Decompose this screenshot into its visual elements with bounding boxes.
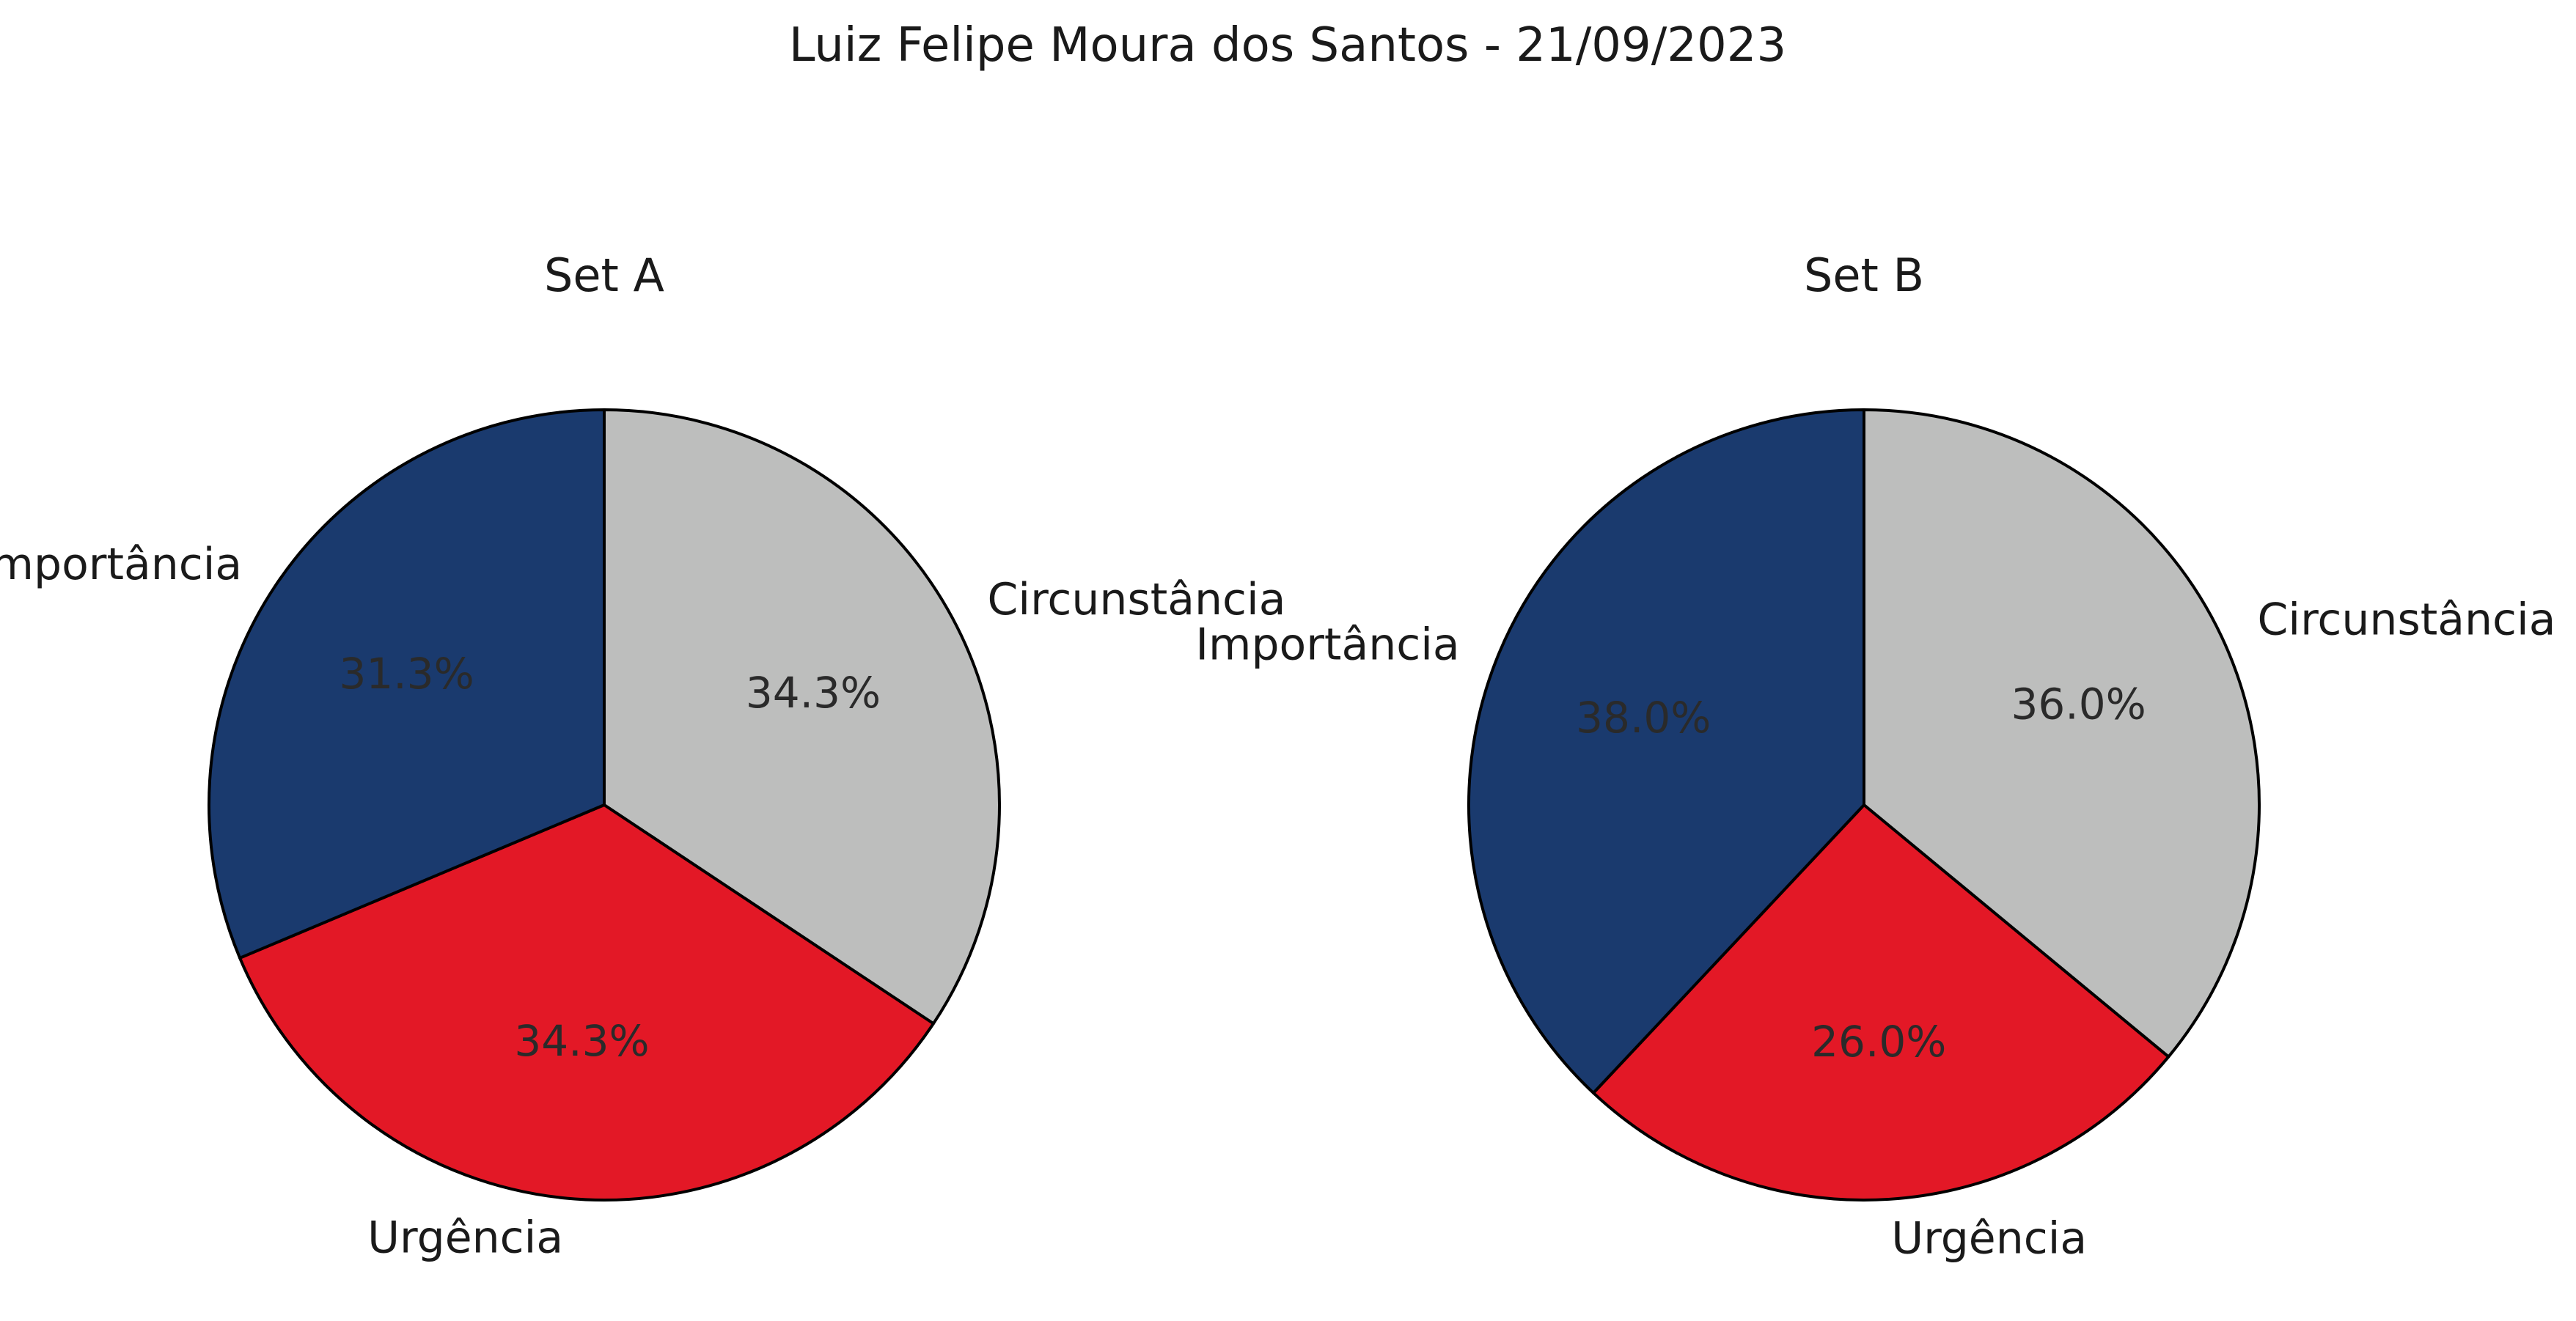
pie-set-b-slice-circunstancia <box>1863 408 2261 1059</box>
pie-set-a: Set A Circunstância 34.3% Urgência 34.3% Imp… <box>0 249 1285 1263</box>
pie-set-b-percent-label-urgencia: 26.0% <box>1811 1017 1946 1067</box>
pie-set-b: Set B Circunstância 36.0% Urgência 26.0% Imp… <box>1195 249 2555 1265</box>
pie-set-b-slice-urgencia <box>1592 803 2170 1202</box>
pie-set-b-slice-importancia <box>1467 408 1865 1094</box>
pie-set-a-category-label-importancia: Importância <box>0 539 242 590</box>
pie-set-b-percent-label-importancia: 38.0% <box>1576 693 1711 743</box>
pie-set-b-percent-label-circunstancia: 36.0% <box>2011 679 2146 729</box>
pie-set-b-category-label-importancia: Importância <box>1195 619 1459 671</box>
pie-set-b-category-label-urgencia: Urgência <box>1891 1213 2087 1265</box>
pie-set-a-percent-label-circunstancia: 34.3% <box>746 668 881 718</box>
pie-set-a-percent-label-importancia: 31.3% <box>339 649 474 699</box>
pie-set-a-title: Set A <box>544 249 664 302</box>
pie-set-a-slice-urgencia <box>238 803 935 1202</box>
pie-set-a-category-label-circunstancia: Circunstância <box>988 574 1286 625</box>
pie-set-a-percent-label-urgencia: 34.3% <box>514 1016 649 1066</box>
pie-set-b-category-label-circunstancia: Circunstância <box>2258 595 2556 646</box>
pie-set-a-slice-importancia <box>208 408 606 960</box>
pie-set-b-title: Set B <box>1804 249 1924 302</box>
figure-title: Luiz Felipe Moura dos Santos - 21/09/202… <box>789 18 1786 73</box>
pie-set-a-category-label-urgencia: Urgência <box>367 1212 563 1263</box>
